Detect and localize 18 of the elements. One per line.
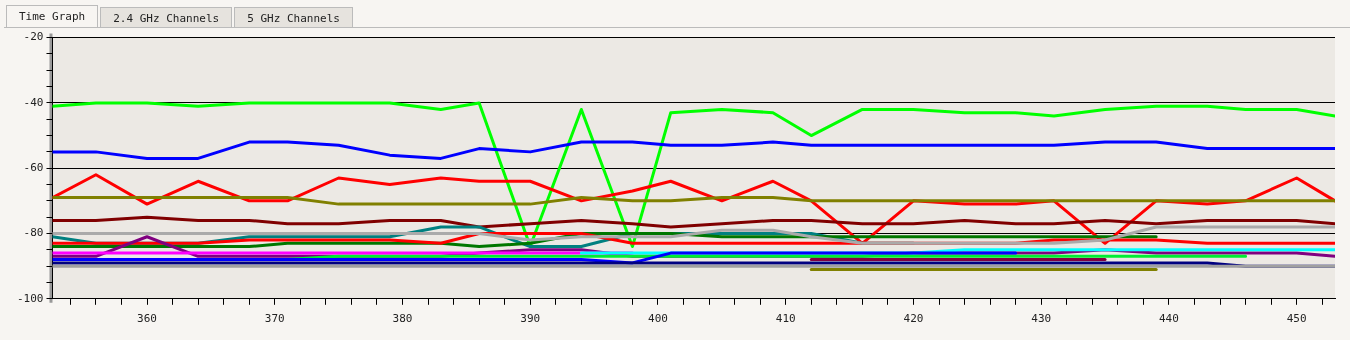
x-tick-label: 360 bbox=[137, 312, 157, 326]
y-tick-label: -80 bbox=[23, 226, 44, 240]
x-tick-label: 450 bbox=[1286, 312, 1307, 326]
x-tick-label: 440 bbox=[1159, 312, 1179, 326]
text: 2.4 GHz Channels bbox=[100, 7, 233, 27]
x-tick-label: 430 bbox=[1031, 312, 1052, 326]
x-tick-label: 380 bbox=[392, 312, 413, 326]
text: Time Graph bbox=[6, 5, 99, 27]
y-tick-label: -60 bbox=[23, 161, 44, 175]
y-tick-label: -40 bbox=[23, 95, 44, 109]
x-tick-label: 370 bbox=[264, 312, 285, 326]
x-tick-label: 400 bbox=[648, 312, 668, 326]
x-tick-label: 410 bbox=[775, 312, 796, 326]
y-tick-label: -20 bbox=[23, 30, 44, 44]
text: 5 GHz Channels bbox=[234, 7, 353, 27]
x-tick-label: 390 bbox=[520, 312, 541, 326]
y-tick-label: -100 bbox=[16, 291, 44, 305]
x-tick-label: 420 bbox=[903, 312, 924, 326]
